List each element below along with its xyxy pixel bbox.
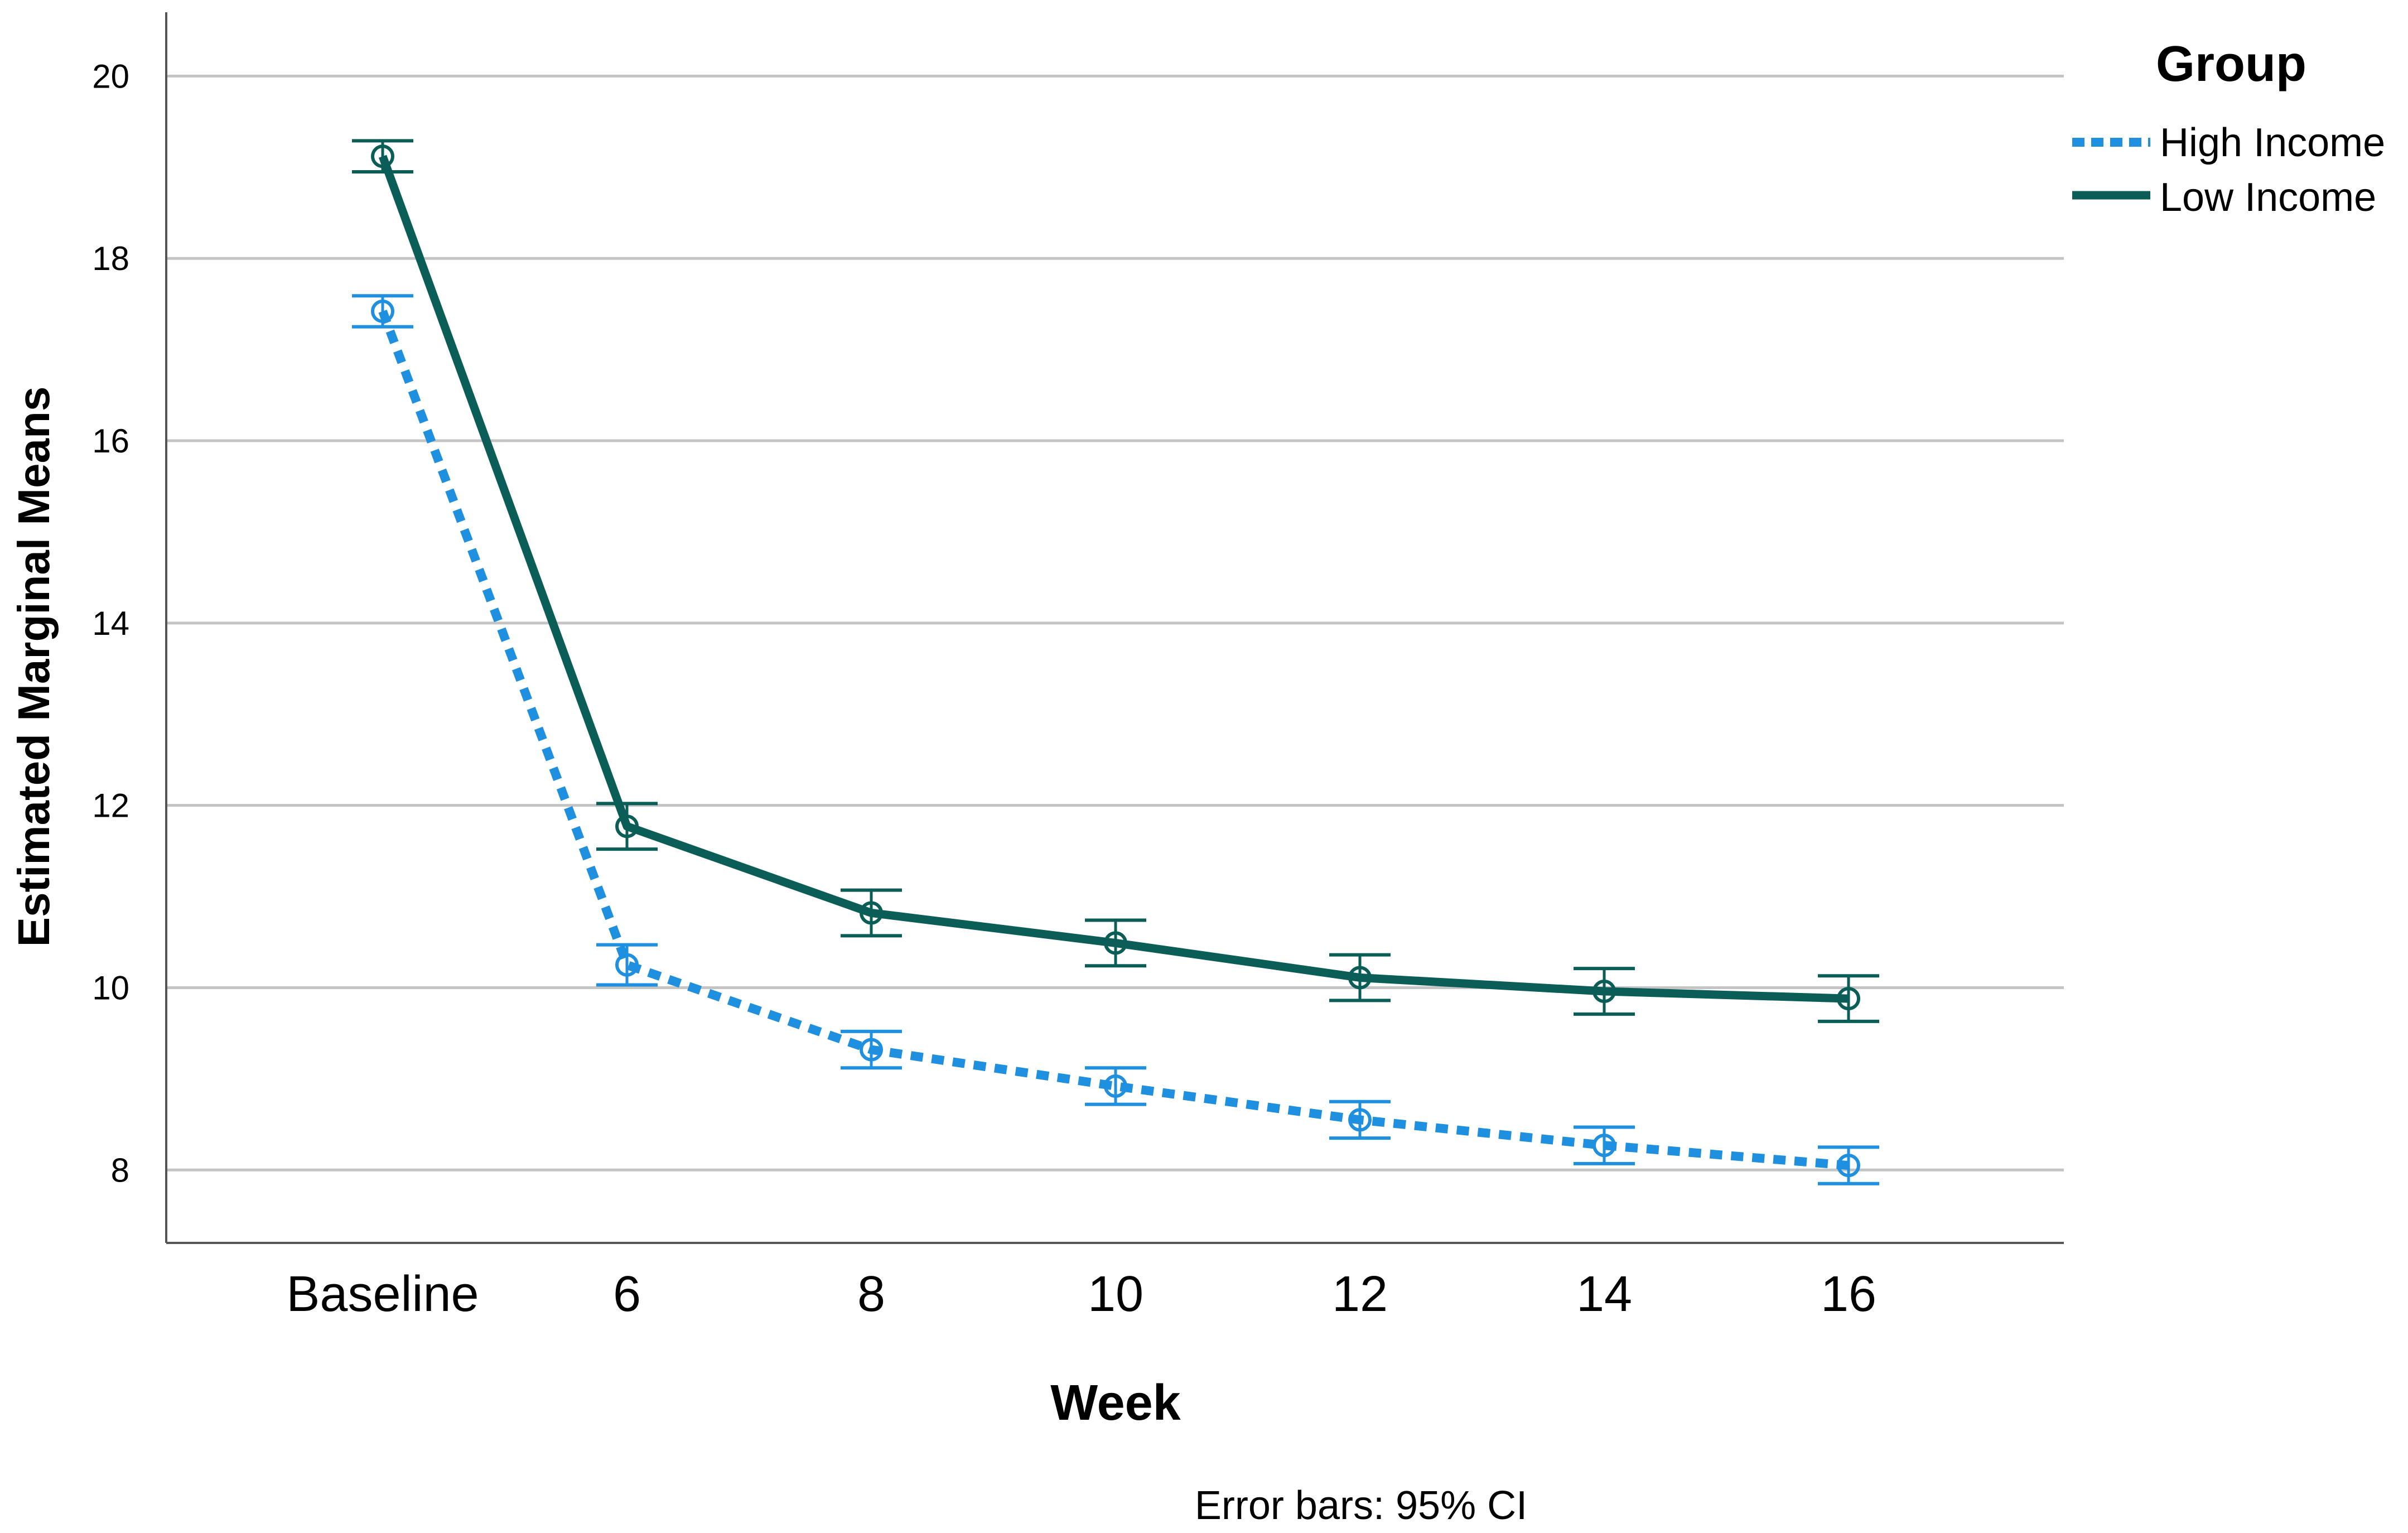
y-tick-label: 18: [92, 240, 129, 277]
error-bar: [596, 943, 658, 987]
data-point: [860, 901, 883, 925]
error-bar: [1085, 1066, 1146, 1106]
error-bar: [841, 888, 902, 938]
error-bar: [841, 1029, 902, 1070]
x-tick-label: Baseline: [286, 1266, 479, 1322]
y-tick-labels: 8 10 12 14 16 18 20: [92, 57, 129, 1189]
error-bar: [1329, 953, 1391, 1002]
series-line-low-income: [378, 155, 1849, 1003]
data-point: [1837, 987, 1860, 1011]
data-point: [1348, 1108, 1372, 1132]
x-axis-label: Week: [1050, 1375, 1181, 1431]
y-tick-label: 20: [92, 57, 129, 95]
data-point: [615, 953, 639, 977]
x-tick-label: 16: [1821, 1266, 1876, 1322]
x-tick-label: 6: [613, 1266, 641, 1322]
legend: Group High Income Low Income: [2072, 36, 2385, 220]
x-tick-label: 12: [1332, 1266, 1388, 1322]
x-tick-label: 10: [1088, 1266, 1143, 1322]
legend-title: Group: [2156, 36, 2306, 92]
data-point: [860, 1038, 883, 1062]
error-bar: [1818, 1145, 1879, 1185]
data-point: [1104, 1074, 1127, 1098]
series-low-income: [352, 139, 1879, 1023]
y-tick-label: 10: [92, 969, 129, 1006]
data-point: [1837, 1154, 1860, 1178]
data-point: [1593, 1134, 1616, 1158]
x-tick-labels: Baseline 6 8 10 12 14 16: [286, 1266, 1876, 1322]
legend-label-high-income: High Income: [2160, 120, 2385, 165]
error-bar: [596, 802, 658, 851]
error-bar: [1329, 1100, 1391, 1140]
error-bar: [1818, 974, 1879, 1023]
x-tick-label: 8: [857, 1266, 885, 1322]
error-bar: [1085, 918, 1146, 968]
gridlines: [166, 74, 2064, 1172]
data-point: [1104, 931, 1127, 955]
axes: [165, 12, 2064, 1244]
y-tick-label: 8: [111, 1151, 129, 1189]
x-tick-label: 14: [1576, 1266, 1632, 1322]
series-high-income: [352, 294, 1879, 1185]
data-point: [615, 814, 639, 838]
y-tick-label: 12: [92, 787, 129, 825]
data-point: [1348, 966, 1372, 990]
data-point: [371, 299, 394, 323]
series-layer: [352, 139, 1879, 1185]
y-axis-label: Estimated Marginal Means: [9, 387, 59, 947]
error-bars-note: Error bars: 95% CI: [1195, 1483, 1527, 1528]
y-tick-label: 16: [92, 422, 129, 460]
error-bar: [1574, 1125, 1635, 1165]
legend-label-low-income: Low Income: [2160, 175, 2376, 220]
y-tick-label: 14: [92, 605, 129, 642]
data-point: [1593, 979, 1616, 1003]
data-point: [371, 144, 394, 168]
error-bar: [1574, 967, 1635, 1016]
